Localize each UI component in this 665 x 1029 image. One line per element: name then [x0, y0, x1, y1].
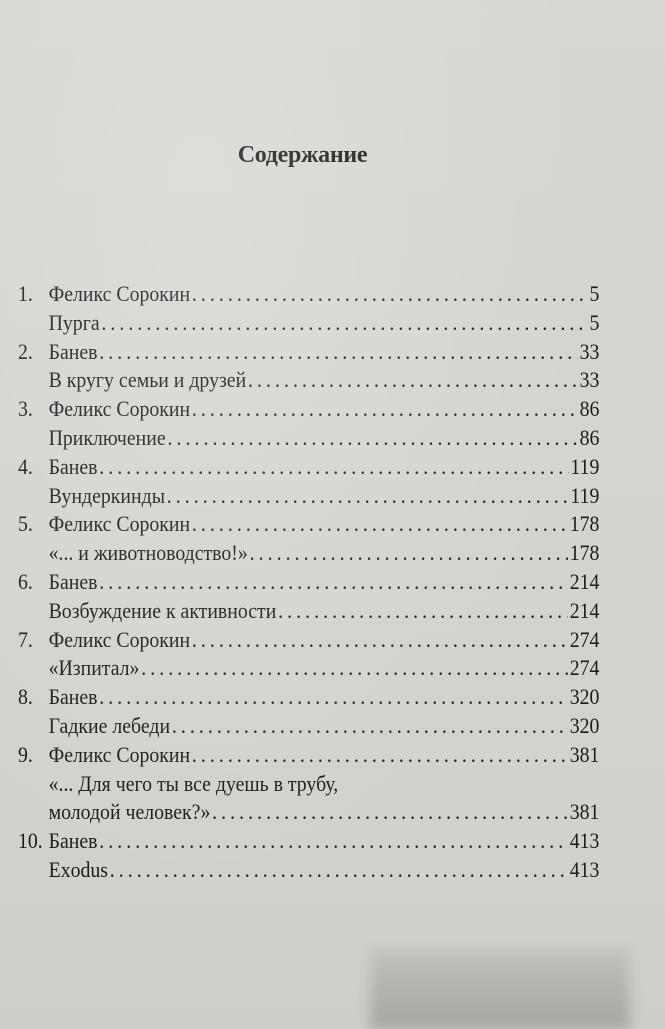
dot-leader [172, 713, 568, 739]
entry-number: 2. [18, 338, 33, 364]
entry-page: 5 [589, 309, 600, 335]
entry-title: Exodus [48, 856, 108, 882]
dot-leader [101, 310, 587, 336]
dot-leader [167, 425, 577, 451]
entry-title: Пурга [48, 309, 100, 335]
dot-leader [99, 339, 578, 365]
toc-entry: 4. Банев 119 [18, 454, 599, 483]
entry-number: 3. [18, 396, 33, 422]
entry-title: Гадкие лебеди [48, 712, 171, 738]
entry-page: 214 [569, 597, 600, 623]
entry-page: 413 [569, 856, 600, 882]
dot-leader [192, 627, 568, 653]
dot-leader [248, 367, 578, 393]
entry-title: Феликс Сорокин [48, 741, 191, 767]
entry-page: 86 [579, 424, 600, 450]
toc-entry: Пурга 5 [18, 309, 600, 339]
dot-leader [141, 655, 568, 681]
entry-page: 320 [569, 712, 600, 738]
entry-page: 33 [579, 367, 600, 393]
entry-title: Банев [48, 828, 98, 854]
entry-number: 1. [18, 281, 33, 306]
toc-entry: Вундеркинды 119 [18, 482, 600, 512]
entry-number: 4. [18, 453, 33, 479]
entry-page: 86 [579, 396, 600, 422]
entry-page: 274 [569, 626, 600, 652]
toc-entry: Гадкие лебеди 320 [18, 712, 600, 742]
entry-title: Феликс Сорокин [48, 396, 191, 422]
toc-entry: «Изпитал» 274 [18, 655, 600, 684]
entry-number: 6. [18, 568, 33, 594]
dot-leader [99, 684, 568, 710]
dot-leader [278, 598, 568, 624]
entry-title: Банев [48, 338, 98, 364]
toc-entry: 5. Феликс Сорокин 178 [18, 511, 599, 540]
toc-entry: Возбуждение к активности 214 [18, 597, 600, 627]
entry-page: 178 [569, 511, 600, 537]
entry-number: 7. [18, 626, 33, 652]
entry-title: молодой человек?» [48, 799, 211, 825]
entry-page: 119 [570, 453, 600, 479]
toc-entry: молодой человек?» 381 [18, 799, 600, 828]
dot-leader [192, 281, 588, 307]
entry-page: 413 [569, 828, 600, 854]
entry-page: 381 [569, 799, 600, 825]
toc-entry: Exodus 413 [18, 856, 600, 886]
toc-entry: В кругу семьи и друзей 33 [18, 367, 600, 396]
entry-title: «... Для чего ты все дуешь в трубу, [48, 770, 339, 796]
toc-entry: 8. Банев 320 [18, 684, 599, 713]
entry-number: 10. [18, 828, 43, 854]
entry-title: Банев [48, 453, 98, 479]
toc-entry: «... и животноводство!» 178 [18, 540, 600, 569]
toc-entry: 10.Банев 413 [18, 828, 599, 857]
page-title: Содержание [237, 142, 368, 168]
entry-number: 5. [18, 511, 33, 537]
entry-page: 178 [569, 540, 600, 566]
toc-entry: 2. Банев 33 [18, 339, 599, 368]
toc-entry: 1. Феликс Сорокин 5 [18, 281, 599, 310]
entry-title: Возбуждение к активности [48, 597, 277, 623]
toc-entry: «... Для чего ты все дуешь в трубу, [18, 771, 599, 800]
entry-page: 274 [569, 655, 600, 681]
entry-title: «Изпитал» [48, 655, 140, 681]
entry-title: Феликс Сорокин [48, 281, 191, 306]
toc-entry: 6. Банев 214 [18, 569, 599, 598]
dot-leader [110, 857, 568, 883]
entry-page: 33 [579, 338, 600, 364]
entry-page: 381 [569, 741, 600, 767]
dot-leader [192, 396, 578, 422]
page-bleed-shadow [370, 950, 630, 1029]
table-of-contents: 1.Феликс Сорокин5Пурга52.Банев33В кругу … [18, 281, 600, 886]
toc-entry: 3. Феликс Сорокин 86 [18, 396, 599, 425]
dot-leader [99, 569, 568, 595]
entry-title: «... и животноводство!» [48, 540, 248, 566]
dot-leader [99, 828, 568, 854]
entry-title: Банев [48, 568, 98, 594]
dot-leader [212, 799, 568, 825]
entry-page: 5 [589, 281, 600, 306]
entry-page: 320 [569, 684, 600, 710]
entry-title: В кругу семьи и друзей [48, 367, 247, 393]
toc-entry: 7. Феликс Сорокин 274 [18, 627, 599, 656]
entry-title: Банев [48, 684, 98, 710]
entry-number: 8. [18, 684, 33, 710]
toc-entry: Приключение 86 [18, 424, 600, 454]
dot-leader [167, 483, 569, 509]
dot-leader [192, 511, 568, 537]
dot-leader [99, 454, 568, 480]
entry-page: 214 [569, 568, 600, 594]
dot-leader [192, 742, 568, 768]
dot-leader [250, 540, 568, 566]
entry-title: Вундеркинды [48, 482, 165, 508]
entry-title: Феликс Сорокин [48, 626, 191, 652]
entry-page: 119 [570, 482, 600, 508]
entry-number: 9. [18, 741, 33, 767]
entry-title: Приключение [48, 424, 166, 450]
entry-title: Феликс Сорокин [48, 511, 191, 537]
toc-entry: 9. Феликс Сорокин 381 [18, 742, 599, 771]
